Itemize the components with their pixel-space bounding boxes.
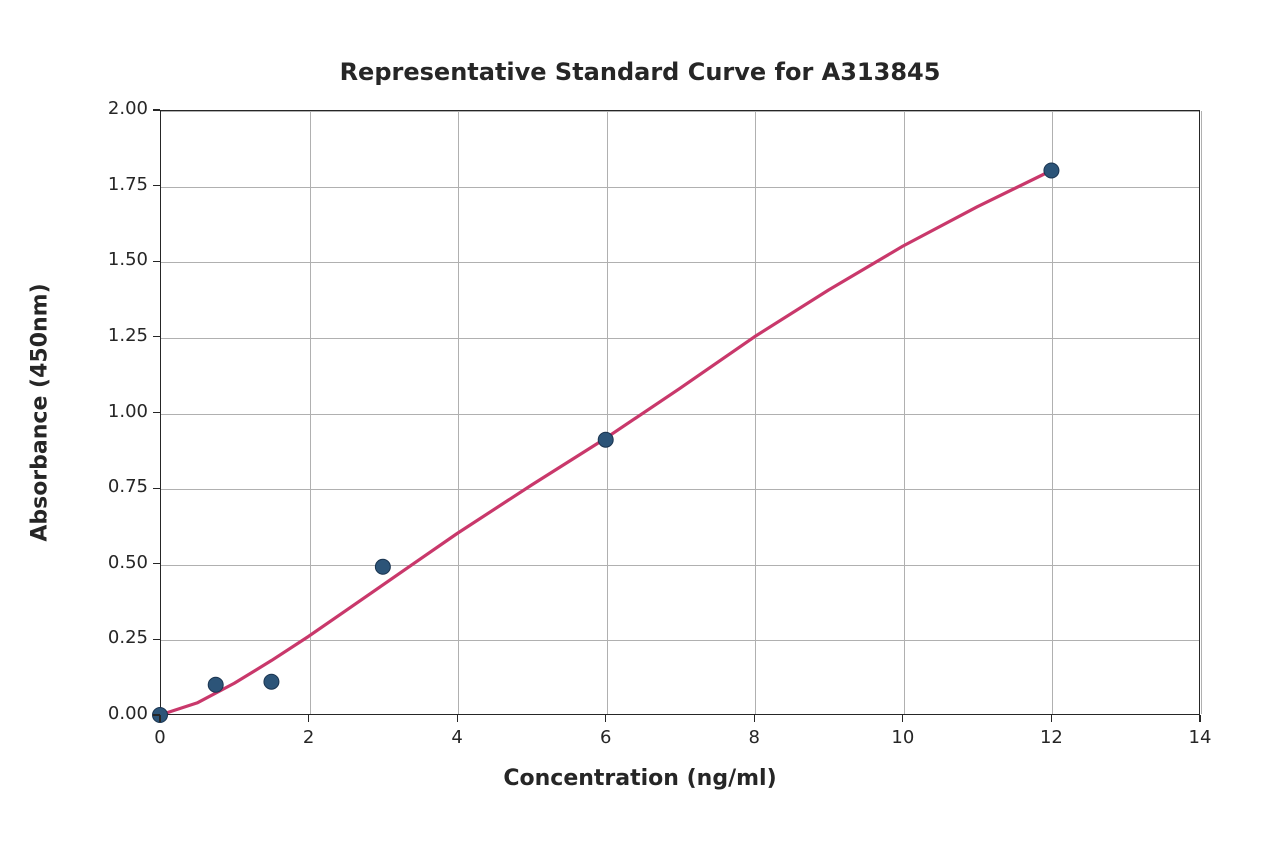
x-tick-mark — [902, 715, 903, 722]
x-tick-label: 4 — [432, 727, 482, 748]
y-tick-mark — [153, 185, 160, 186]
x-tick-label: 2 — [284, 727, 334, 748]
grid-line-horizontal — [161, 565, 1199, 566]
grid-line-horizontal — [161, 640, 1199, 641]
y-tick-label: 0.25 — [108, 627, 148, 648]
y-tick-label: 0.00 — [108, 703, 148, 724]
x-tick-label: 0 — [135, 727, 185, 748]
x-tick-mark — [1199, 715, 1200, 722]
y-tick-mark — [153, 109, 160, 110]
chart-title: Representative Standard Curve for A31384… — [0, 58, 1280, 86]
x-tick-mark — [605, 715, 606, 722]
y-tick-mark — [153, 412, 160, 413]
y-axis-label: Absorbance (450nm) — [28, 113, 53, 713]
grid-line-horizontal — [161, 187, 1199, 188]
y-tick-mark — [153, 563, 160, 564]
grid-line-horizontal — [161, 111, 1199, 112]
grid-line-horizontal — [161, 489, 1199, 490]
x-tick-mark — [754, 715, 755, 722]
y-tick-mark — [153, 488, 160, 489]
grid-line-vertical — [310, 111, 311, 714]
chart-container: Representative Standard Curve for A31384… — [0, 0, 1280, 845]
x-axis-label: Concentration (ng/ml) — [0, 766, 1280, 791]
x-tick-label: 6 — [581, 727, 631, 748]
grid-line-horizontal — [161, 414, 1199, 415]
y-tick-mark — [153, 336, 160, 337]
y-tick-label: 1.75 — [108, 174, 148, 195]
y-tick-mark — [153, 714, 160, 715]
y-tick-label: 1.00 — [108, 401, 148, 422]
x-tick-mark — [159, 715, 160, 722]
y-tick-mark — [153, 261, 160, 262]
grid-line-vertical — [607, 111, 608, 714]
x-tick-label: 14 — [1175, 727, 1225, 748]
grid-line-vertical — [904, 111, 905, 714]
y-tick-mark — [153, 639, 160, 640]
x-tick-mark — [308, 715, 309, 722]
x-tick-label: 8 — [729, 727, 779, 748]
grid-line-vertical — [1052, 111, 1053, 714]
plot-area — [160, 110, 1200, 715]
y-tick-label: 0.75 — [108, 476, 148, 497]
x-tick-mark — [1051, 715, 1052, 722]
y-tick-label: 1.50 — [108, 249, 148, 270]
x-tick-mark — [457, 715, 458, 722]
x-tick-label: 10 — [878, 727, 928, 748]
grid-line-vertical — [1201, 111, 1202, 714]
grid-line-vertical — [755, 111, 756, 714]
grid-line-horizontal — [161, 338, 1199, 339]
grid-line-horizontal — [161, 262, 1199, 263]
x-tick-label: 12 — [1026, 727, 1076, 748]
y-tick-label: 0.50 — [108, 552, 148, 573]
grid-line-vertical — [458, 111, 459, 714]
y-tick-label: 2.00 — [108, 98, 148, 119]
y-tick-label: 1.25 — [108, 325, 148, 346]
